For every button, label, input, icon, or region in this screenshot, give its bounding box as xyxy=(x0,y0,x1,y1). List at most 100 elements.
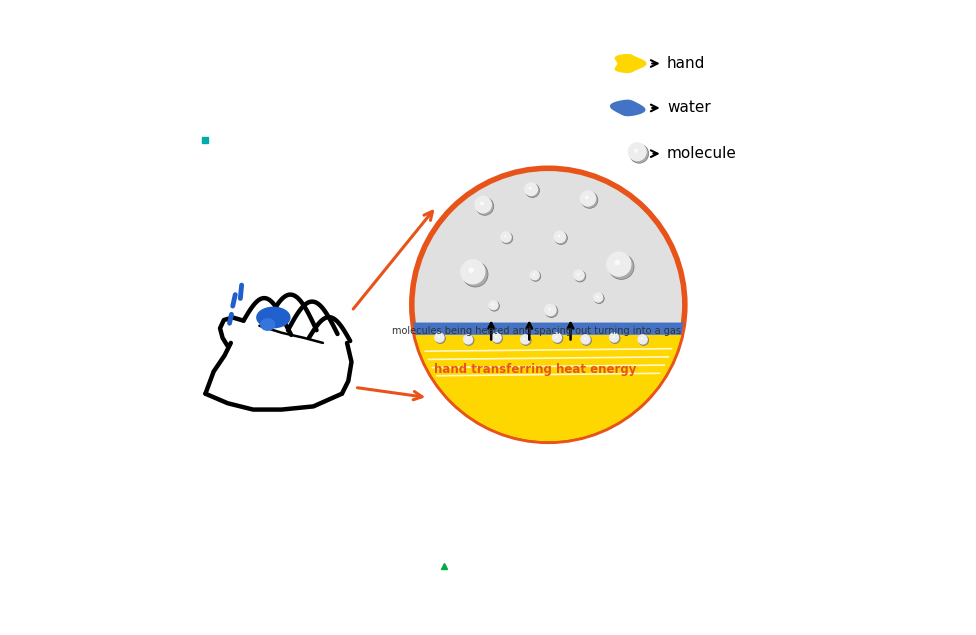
Circle shape xyxy=(577,273,580,276)
Circle shape xyxy=(638,152,640,154)
Circle shape xyxy=(493,334,501,342)
Circle shape xyxy=(630,145,644,159)
Circle shape xyxy=(435,333,444,342)
Circle shape xyxy=(533,274,538,278)
Circle shape xyxy=(584,194,593,204)
Circle shape xyxy=(580,190,596,206)
Circle shape xyxy=(465,336,472,344)
Circle shape xyxy=(576,272,583,279)
Circle shape xyxy=(555,336,559,340)
Circle shape xyxy=(549,309,552,312)
Circle shape xyxy=(611,257,629,274)
Circle shape xyxy=(586,340,587,341)
Circle shape xyxy=(594,293,604,304)
Circle shape xyxy=(598,298,599,299)
Circle shape xyxy=(581,191,595,206)
Circle shape xyxy=(556,234,564,241)
Circle shape xyxy=(530,188,534,192)
Circle shape xyxy=(500,231,511,243)
Circle shape xyxy=(559,236,562,239)
Circle shape xyxy=(488,300,499,310)
Circle shape xyxy=(502,232,512,244)
Circle shape xyxy=(586,196,589,199)
Circle shape xyxy=(595,295,601,301)
Circle shape xyxy=(584,337,589,342)
Circle shape xyxy=(556,337,558,339)
Circle shape xyxy=(582,336,590,344)
Circle shape xyxy=(641,338,645,342)
Circle shape xyxy=(532,273,538,279)
Circle shape xyxy=(521,335,530,344)
Circle shape xyxy=(640,337,645,342)
Polygon shape xyxy=(616,55,646,72)
Circle shape xyxy=(635,150,641,156)
Circle shape xyxy=(496,337,499,339)
Circle shape xyxy=(489,301,500,311)
Circle shape xyxy=(615,260,620,265)
Circle shape xyxy=(491,302,497,309)
Circle shape xyxy=(482,204,486,208)
Circle shape xyxy=(555,337,559,340)
Circle shape xyxy=(552,333,563,344)
Circle shape xyxy=(489,301,498,309)
Circle shape xyxy=(611,334,618,342)
Circle shape xyxy=(612,335,617,340)
Circle shape xyxy=(502,233,510,241)
Circle shape xyxy=(553,231,566,243)
Circle shape xyxy=(438,337,442,340)
Circle shape xyxy=(535,275,536,277)
Circle shape xyxy=(464,335,472,344)
Circle shape xyxy=(584,338,586,340)
Circle shape xyxy=(612,336,615,338)
Circle shape xyxy=(480,201,484,206)
Circle shape xyxy=(495,336,497,338)
Circle shape xyxy=(535,276,536,277)
Circle shape xyxy=(533,273,538,278)
Circle shape xyxy=(553,335,560,341)
Circle shape xyxy=(491,303,497,308)
Circle shape xyxy=(641,338,645,342)
Circle shape xyxy=(465,264,483,282)
Circle shape xyxy=(525,339,527,341)
Circle shape xyxy=(557,338,558,339)
Circle shape xyxy=(596,296,600,300)
Circle shape xyxy=(520,335,530,344)
Circle shape xyxy=(525,183,538,196)
Circle shape xyxy=(472,271,477,277)
Circle shape xyxy=(613,258,627,272)
Circle shape xyxy=(630,145,645,159)
Circle shape xyxy=(476,198,490,212)
Circle shape xyxy=(581,334,590,344)
Circle shape xyxy=(496,337,499,340)
Circle shape xyxy=(582,335,590,344)
Circle shape xyxy=(530,270,540,280)
Circle shape xyxy=(556,234,564,241)
Circle shape xyxy=(596,295,601,300)
Circle shape xyxy=(636,151,641,156)
Circle shape xyxy=(520,335,530,344)
Circle shape xyxy=(589,199,590,201)
Circle shape xyxy=(505,236,508,240)
Circle shape xyxy=(490,302,498,309)
Circle shape xyxy=(527,185,536,194)
Circle shape xyxy=(494,305,495,307)
Circle shape xyxy=(501,232,511,243)
Circle shape xyxy=(467,338,470,342)
Circle shape xyxy=(520,334,530,344)
Circle shape xyxy=(556,233,564,241)
Circle shape xyxy=(580,276,581,277)
Circle shape xyxy=(437,335,442,340)
Circle shape xyxy=(560,237,562,239)
Circle shape xyxy=(550,310,552,312)
Circle shape xyxy=(481,203,487,209)
Circle shape xyxy=(612,335,617,341)
Circle shape xyxy=(463,262,488,287)
Circle shape xyxy=(630,144,645,160)
Circle shape xyxy=(620,265,623,268)
Circle shape xyxy=(474,196,492,213)
Circle shape xyxy=(632,147,644,158)
Circle shape xyxy=(582,335,591,345)
Circle shape xyxy=(636,150,641,156)
Circle shape xyxy=(467,338,468,340)
Circle shape xyxy=(594,294,602,302)
